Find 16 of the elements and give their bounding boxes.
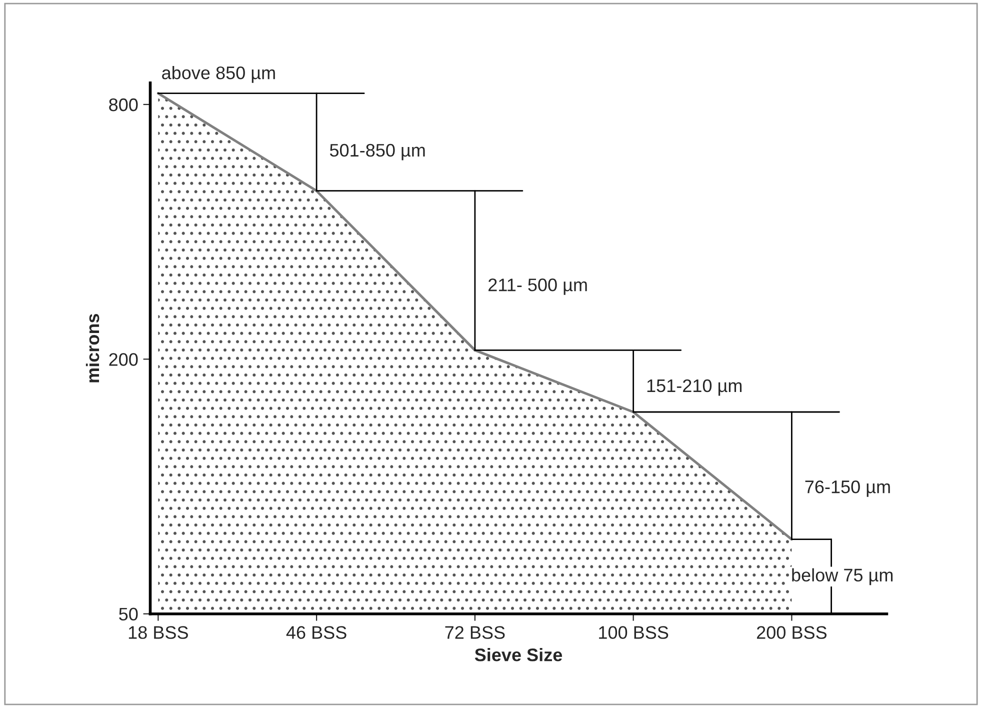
annotation: 501-850 µm bbox=[330, 144, 425, 160]
y-axis-title: microns bbox=[86, 314, 100, 382]
text: above 850 µm bbox=[162, 66, 275, 83]
x-axis-title: Sieve Size bbox=[474, 648, 562, 662]
x-tick-label: 72 BSS bbox=[445, 626, 505, 639]
y-tick-label: 800 bbox=[109, 98, 138, 112]
x-tick-label: 200 BSS bbox=[756, 626, 827, 639]
y-tick-label: 50 bbox=[119, 608, 138, 621]
x-tick-label: 100 BSS bbox=[599, 626, 668, 639]
x-tick-label: 46 BSS bbox=[286, 626, 346, 639]
annotation: 211- 500 µm bbox=[488, 278, 587, 295]
annotation: below 75 µm bbox=[792, 568, 893, 586]
annotation: 151-210 µm bbox=[647, 379, 742, 396]
annotation: 76-150 µm bbox=[805, 480, 890, 497]
x-tick-label: 18 BSS bbox=[128, 626, 188, 639]
y-tick-label: 200 bbox=[109, 353, 138, 366]
